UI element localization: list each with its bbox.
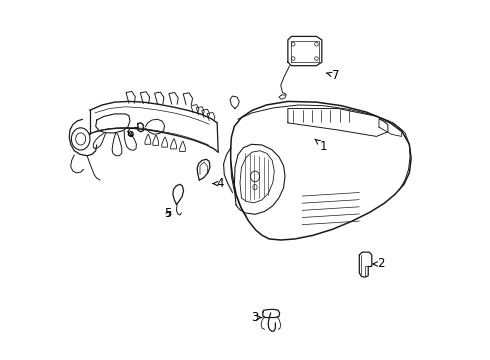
- Text: 7: 7: [327, 69, 340, 82]
- Text: 4: 4: [213, 177, 224, 190]
- Text: 6: 6: [126, 127, 134, 140]
- Text: 3: 3: [251, 311, 262, 324]
- Text: 5: 5: [165, 207, 172, 220]
- Text: 1: 1: [315, 139, 327, 153]
- Text: 2: 2: [373, 257, 385, 270]
